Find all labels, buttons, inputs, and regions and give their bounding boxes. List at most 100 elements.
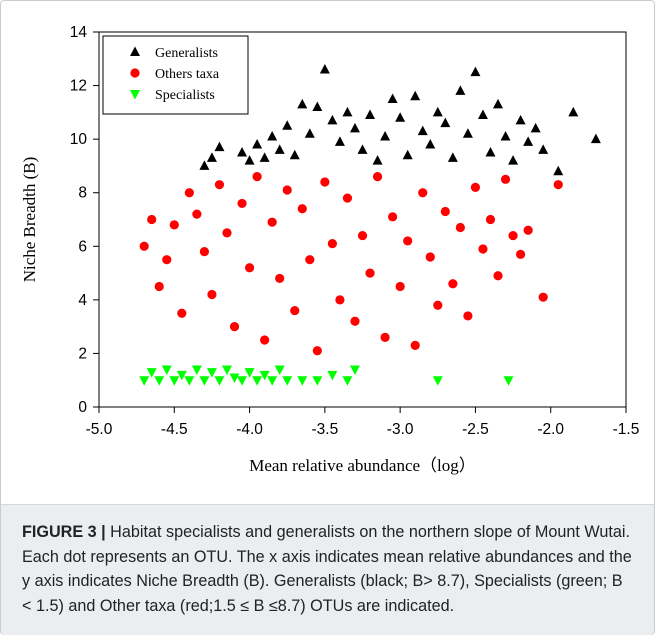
generalists-point [440, 117, 451, 128]
specialists-point [237, 376, 248, 386]
generalists-point [395, 112, 406, 122]
y-tick-label: 12 [70, 78, 87, 95]
others-taxa-point [154, 281, 164, 292]
specialists-point [206, 368, 217, 378]
others-taxa-point [553, 180, 563, 190]
legend-marker-specialists [130, 90, 140, 100]
others-taxa-point [260, 335, 270, 345]
generalists-point [252, 139, 263, 149]
y-axis-label: Niche Breadth (B) [20, 157, 39, 283]
generalists-point [199, 160, 210, 170]
others-taxa-point [523, 225, 533, 235]
specialists-point [327, 370, 338, 381]
others-taxa-point [237, 198, 247, 209]
generalists-point [538, 144, 549, 154]
generalists-point [297, 98, 308, 109]
generalists-point [274, 144, 285, 154]
others-taxa-point [214, 180, 225, 190]
others-taxa-point [282, 185, 292, 195]
generalists-point [432, 106, 443, 117]
generalists-point [410, 90, 421, 101]
others-taxa-point [516, 249, 526, 259]
generalists-point [508, 155, 519, 165]
others-taxa-point [463, 311, 473, 321]
specialists-point [169, 376, 180, 386]
others-taxa-point [395, 281, 405, 292]
others-taxa-point [388, 212, 398, 222]
specialists-point [154, 376, 165, 386]
specialists-point [252, 376, 263, 386]
others-taxa-point [275, 273, 285, 284]
others-taxa-point [199, 247, 209, 257]
generalists-point [365, 109, 376, 120]
generalists-point [402, 149, 413, 160]
others-taxa-point [440, 206, 450, 217]
specialists-point [221, 365, 232, 375]
others-taxa-point [169, 220, 179, 230]
legend-label-others-taxa: Others taxa [155, 67, 220, 82]
generalists-point [327, 114, 338, 125]
others-taxa-point [410, 340, 420, 350]
generalists-point [590, 133, 601, 144]
generalists-point [493, 98, 504, 109]
y-tick-label: 14 [70, 24, 88, 41]
x-tick-label: -5.0 [86, 421, 113, 438]
specialists-point [176, 370, 187, 381]
generalists-point [500, 130, 511, 141]
others-taxa-point [485, 214, 496, 225]
y-tick-label: 8 [78, 185, 87, 202]
others-taxa-point [357, 230, 368, 241]
specialists-point [267, 376, 278, 386]
specialists-point [297, 376, 308, 386]
y-tick-label: 2 [78, 345, 87, 362]
y-tick-label: 10 [70, 131, 88, 148]
specialists-point [312, 376, 323, 386]
y-tick-label: 6 [78, 238, 87, 255]
generalists-point [455, 85, 466, 95]
legend: Generalists Others taxa Specialists [102, 35, 249, 115]
specialists-point [229, 373, 240, 384]
generalists-point [417, 125, 428, 136]
others-taxa-point [297, 204, 307, 214]
others-taxa-point [342, 193, 353, 203]
x-tick-label: -1.5 [613, 421, 640, 438]
others-taxa-point [455, 222, 465, 233]
generalists-point [523, 136, 534, 146]
x-tick-label: -4.5 [161, 421, 188, 438]
x-tick-label: -2.5 [462, 421, 489, 438]
others-taxa-point [365, 268, 375, 278]
others-taxa-point [350, 316, 360, 326]
generalists-point [342, 106, 353, 117]
specialists-point [161, 365, 172, 375]
x-tick-label: -4.0 [236, 421, 263, 438]
specialists-point [282, 376, 293, 386]
caption-panel [1, 504, 654, 635]
x-tick-label: -2.0 [537, 421, 564, 438]
generalists-point [372, 155, 383, 165]
generalists-point [530, 122, 541, 133]
others-taxa-point [372, 172, 383, 182]
others-taxa-point [252, 172, 262, 182]
others-taxa-point [312, 346, 322, 356]
specialists-point [199, 376, 210, 386]
y-tick-label: 0 [78, 399, 87, 416]
others-taxa-point [403, 236, 413, 246]
generalists-point [477, 109, 488, 120]
others-taxa-point [478, 244, 488, 254]
generalists-point [304, 128, 315, 138]
generalists-point [515, 114, 526, 125]
generalists-point [462, 128, 473, 138]
specialists-point [146, 368, 157, 378]
legend-box [102, 35, 249, 115]
x-axis-label: Mean relative abundance（log） [249, 456, 476, 475]
others-taxa-point [380, 332, 390, 342]
others-taxa-point [147, 214, 157, 225]
others-taxa-point [207, 289, 217, 300]
others-taxa-point [290, 305, 300, 316]
others-taxa-point [470, 182, 481, 192]
specialists-point [244, 368, 255, 378]
others-taxa-point [229, 322, 240, 332]
others-taxa-point [139, 241, 149, 251]
others-taxa-point [222, 228, 232, 238]
generalists-point [568, 106, 579, 117]
